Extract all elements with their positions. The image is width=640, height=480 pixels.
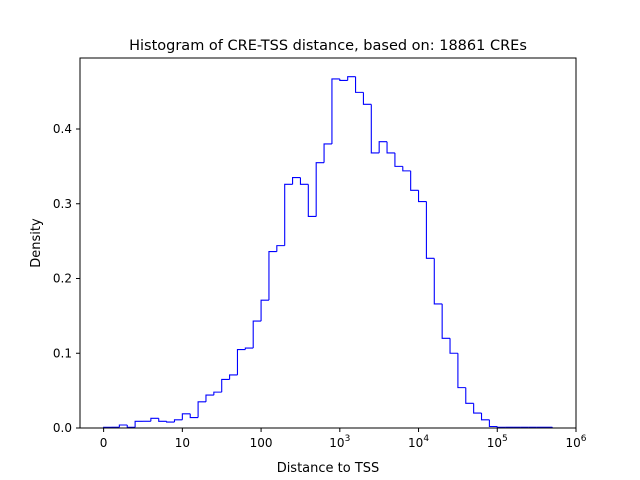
histogram-bin [158,418,167,422]
histogram-bin [307,184,317,218]
histogram-bin [473,403,482,414]
histogram-bin [276,245,285,252]
histogram-bin [244,347,254,350]
histogram-bin [292,177,301,185]
y-tick-label: 0.3 [53,197,72,211]
histogram-bin [331,78,340,144]
x-tick-label: 105 [487,434,508,450]
histogram-bin [488,419,498,428]
histogram-bin [260,299,269,322]
histogram-bin [496,426,506,428]
x-tick-label: 10 [175,436,190,450]
histogram-bin [480,413,490,421]
y-tick-label: 0.4 [53,122,72,136]
histogram-bin [441,303,451,339]
chart-title: Histogram of CRE-TSS distance, based on:… [129,38,527,54]
histogram-bin [339,78,348,81]
histogram-bin [126,425,136,428]
histogram-bin [252,320,262,349]
x-axis-label: Distance to TSS [277,461,380,476]
x-tick-label: 0 [100,436,108,450]
histogram-bin [362,92,372,105]
histogram-bin [347,76,356,81]
histogram-bin [370,104,380,154]
x-tick-label: 104 [408,434,429,450]
y-tick-label: 0.2 [53,272,72,286]
histogram-bin [457,353,466,389]
histogram-bin [229,374,238,380]
histogram-bin [221,378,230,393]
histogram-bin [181,413,191,420]
histogram-bin [205,394,214,402]
y-axis-label: Density [29,218,44,268]
histogram-bin [315,162,325,217]
histogram-bin [402,166,411,172]
histogram-bin [189,413,199,419]
histogram-bin [323,143,332,163]
histogram-bin [118,424,128,428]
y-tick-label: 0.0 [53,421,72,435]
histogram-bin [394,152,403,167]
histogram-bin [386,141,395,154]
histogram-bin [134,420,143,428]
histogram-bin [236,348,246,375]
plot-frame [79,57,577,429]
histogram-bin [299,177,309,185]
histogram-bin [173,419,183,423]
histogram-bin [410,170,419,191]
histogram-bin [425,201,435,259]
x-tick-label: 103 [329,434,350,450]
x-tick-label: 100 [250,436,273,450]
histogram-bin [150,417,159,422]
y-tick-label: 0.1 [53,346,72,360]
histogram-bin [166,421,175,423]
histogram-bin [197,401,206,418]
histogram-bin [268,251,277,301]
histogram-bin [355,76,364,93]
histogram-bin [213,391,222,396]
histogram-bin [378,141,388,153]
histogram-bin [284,183,293,246]
x-tick-label: 106 [565,434,586,450]
histogram-bin [417,190,427,203]
histogram-bin [465,387,474,404]
histogram-bin [433,258,443,305]
histogram-bin [449,338,458,354]
